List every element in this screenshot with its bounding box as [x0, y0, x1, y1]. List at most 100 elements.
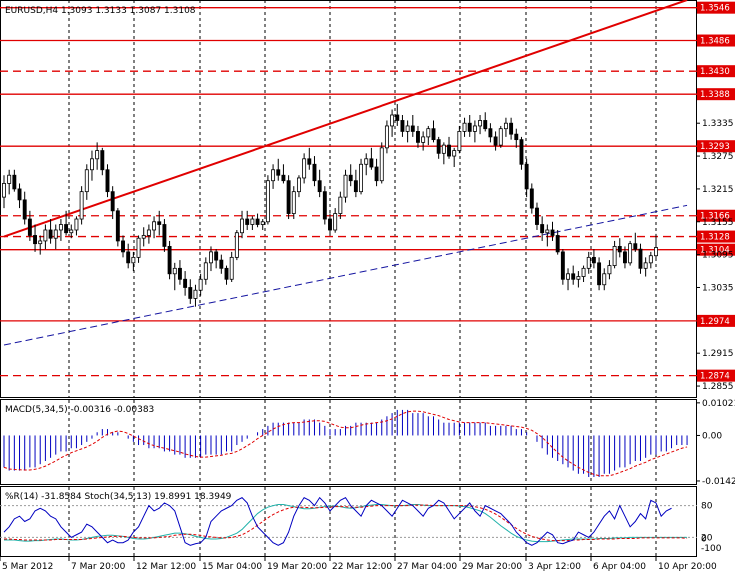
price-tag-box — [697, 34, 735, 47]
candle-body — [654, 247, 658, 257]
candle-body — [183, 278, 188, 288]
candle-body — [110, 191, 115, 212]
price-tag-box — [697, 369, 735, 382]
candle-body — [643, 262, 648, 269]
candle-body — [2, 183, 6, 198]
resistance-trendline[interactable] — [3, 0, 688, 238]
candle-body — [214, 251, 219, 261]
candle-body — [483, 120, 488, 130]
candle-body — [27, 218, 32, 236]
candle-body — [167, 246, 172, 275]
price-tag-label: 1.3430 — [700, 67, 730, 77]
candle-body — [623, 251, 627, 264]
time-tick-label: 29 Mar 20:00 — [462, 562, 522, 572]
price-tag-label: 1.3128 — [700, 233, 730, 243]
time-tick-label: 27 Mar 04:00 — [397, 562, 457, 572]
candle-body — [95, 150, 100, 160]
price-tag-label: 1.2974 — [700, 317, 730, 327]
candle-body — [488, 128, 493, 138]
candle-body — [410, 125, 415, 132]
candle-body — [43, 229, 48, 242]
candle-body — [617, 246, 622, 253]
candle-body — [348, 174, 353, 182]
candle-body — [493, 136, 498, 146]
candle-body — [146, 229, 151, 236]
candle-body — [529, 188, 534, 209]
candle-body — [53, 229, 58, 239]
candles — [2, 104, 658, 307]
candle-body — [90, 158, 94, 171]
candle-body — [79, 191, 84, 220]
candle-body — [240, 218, 244, 234]
candle-body — [612, 246, 617, 266]
candle-body — [353, 180, 358, 193]
candle-body — [519, 139, 524, 165]
candle-body — [633, 243, 638, 250]
candle-body — [379, 147, 384, 182]
price-tag-box — [697, 65, 735, 78]
candle-body — [48, 229, 53, 239]
candle-body — [586, 256, 591, 269]
candle-body — [172, 267, 177, 275]
price-panel-frame — [0, 0, 697, 398]
candle-body — [359, 163, 364, 193]
trendlines[interactable] — [3, 0, 688, 346]
macd-indicator: 0.01021 0.00 -0.01425 — [3, 399, 735, 487]
candle-body — [157, 221, 162, 225]
time-tick-label: 15 Mar 04:00 — [202, 562, 262, 572]
symbol-header: EURUSD,H4 1.3093 1.3133 1.3087 1.3108 — [5, 6, 196, 16]
candle-body — [597, 262, 602, 286]
price-tag-box — [697, 230, 735, 243]
candle-body — [74, 218, 79, 231]
stoch-main-line — [4, 504, 688, 543]
candle-body — [524, 163, 529, 190]
candle-body — [69, 229, 74, 234]
oscillator-indicator: 80 200-100 — [0, 496, 722, 554]
osc-axis-label: 20 — [701, 533, 713, 543]
candle-body — [478, 120, 483, 127]
candle-body — [234, 232, 239, 258]
candle-body — [555, 235, 560, 253]
time-tick-label: 7 Mar 20:00 — [71, 562, 126, 572]
candle-body — [462, 122, 467, 132]
candle-body — [141, 235, 146, 239]
candle-body — [58, 224, 63, 231]
time-axis: 5 Mar 2012 7 Mar 20:00 12 Mar 12:00 15 Mar … — [0, 557, 717, 572]
price-tick-label: 1.2855 — [702, 382, 734, 392]
time-tick-label: 6 Apr 04:00 — [593, 562, 646, 572]
oscillator-panel-frame — [0, 486, 697, 557]
candle-body — [441, 144, 446, 154]
candle-body — [602, 273, 607, 286]
candle-body — [38, 240, 43, 245]
candle-body — [224, 267, 229, 280]
candle-body — [545, 229, 550, 234]
candle-body — [421, 136, 426, 143]
candle-body — [581, 267, 586, 277]
price-tag-box — [697, 140, 735, 153]
candle-body — [607, 265, 612, 275]
candle-body — [395, 114, 400, 121]
candle-body — [343, 174, 348, 198]
price-tag-label: 1.3388 — [700, 90, 730, 100]
williams-r-line — [3, 496, 672, 546]
candle-body — [571, 273, 576, 280]
candle-body — [152, 221, 157, 231]
candle-body — [245, 218, 250, 225]
candle-body — [250, 218, 255, 225]
price-tick-label: 1.3155 — [702, 218, 734, 228]
candle-body — [177, 267, 182, 280]
macd-axis-label: 0.00 — [702, 431, 722, 441]
candle-body — [472, 125, 477, 132]
candle-body — [307, 158, 312, 165]
candle-body — [535, 207, 539, 225]
price-tag-label: 1.3104 — [700, 246, 730, 256]
time-tick-label: 3 Apr 12:00 — [528, 562, 581, 572]
support-trendline[interactable] — [3, 204, 688, 346]
candle-body — [364, 158, 369, 165]
price-tag-label: 1.3546 — [700, 4, 730, 14]
candle-body — [229, 256, 234, 280]
candle-body — [576, 276, 581, 280]
macd-axis-label: 0.01021 — [702, 399, 735, 409]
price-tag-box — [697, 209, 735, 222]
